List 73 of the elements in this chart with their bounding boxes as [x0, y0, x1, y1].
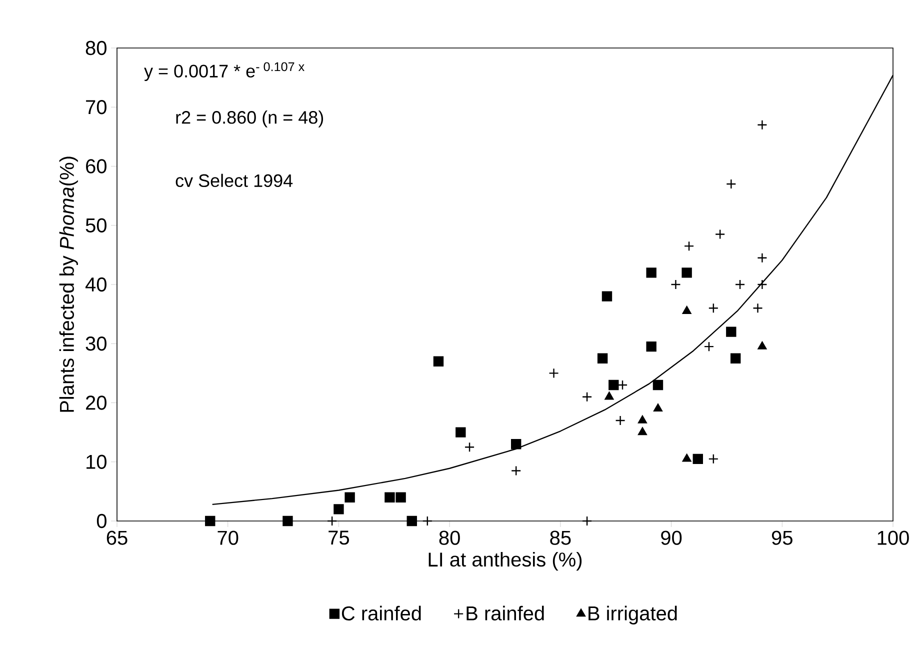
point	[384, 492, 395, 502]
x-tick-label: 70	[218, 530, 238, 545]
annotation: y = 0.0017 * e$^{- 0.107 x}$	[144, 62, 304, 82]
point	[704, 341, 714, 352]
point	[602, 291, 612, 302]
point	[205, 516, 216, 526]
point	[757, 252, 768, 263]
point	[758, 341, 767, 350]
point	[726, 326, 736, 337]
y-tick-label: 60	[86, 159, 106, 174]
point	[653, 404, 662, 412]
point	[608, 380, 619, 390]
point	[282, 516, 293, 526]
point	[670, 279, 681, 290]
legend-label: B irrigated	[588, 606, 677, 624]
point	[582, 392, 592, 402]
point	[615, 415, 626, 426]
x-tick-label: 75	[328, 530, 349, 545]
point	[344, 492, 355, 502]
point	[326, 516, 338, 526]
point	[433, 356, 444, 366]
x-tick-label: 100	[878, 530, 909, 545]
x-tick-label: 95	[772, 530, 792, 545]
point	[617, 380, 628, 390]
point	[582, 516, 592, 526]
point	[652, 380, 664, 390]
point	[510, 439, 522, 450]
y-tick-label: 80	[86, 40, 106, 56]
point	[714, 229, 726, 240]
point	[726, 178, 736, 190]
y-tick-label: 70	[86, 100, 106, 114]
point	[597, 353, 608, 364]
point	[646, 341, 656, 352]
point	[406, 516, 417, 526]
x-tick-label: 65	[106, 530, 128, 545]
point	[708, 303, 719, 314]
point	[638, 427, 647, 436]
y-tick-label: 10	[86, 454, 106, 469]
y-axis-title: Plants infected by Phoma(%)	[59, 156, 78, 412]
x-tick-label: 80	[439, 530, 460, 545]
point	[757, 279, 768, 290]
point	[692, 454, 703, 464]
annotation: cv Select 1994	[176, 174, 293, 188]
y-tick-label: 30	[86, 336, 106, 351]
point	[638, 415, 647, 424]
point	[730, 353, 741, 364]
point	[510, 466, 522, 476]
point	[682, 454, 692, 462]
point	[646, 268, 656, 278]
point	[464, 442, 475, 452]
point	[757, 120, 768, 130]
y-tick-label: 0	[96, 514, 106, 528]
x-tick-label: 85	[550, 530, 571, 545]
legend-label: B rainfed	[466, 606, 544, 620]
x-tick-label: 90	[661, 530, 682, 545]
point	[396, 492, 406, 502]
point	[752, 303, 763, 314]
annotation: r2 = 0.860 (n = 48)	[176, 110, 324, 128]
point	[604, 392, 614, 400]
y-tick-label: 40	[85, 277, 106, 292]
legend-label: C rainfed	[342, 606, 421, 620]
point	[334, 504, 344, 514]
y-tick-label: 20	[86, 396, 106, 410]
point	[734, 279, 746, 290]
point	[682, 268, 692, 278]
point	[684, 240, 694, 252]
point	[422, 516, 432, 526]
point	[708, 454, 719, 464]
point	[456, 427, 466, 438]
point	[682, 306, 692, 314]
y-tick-label: 50	[86, 218, 106, 232]
x-axis-title: LI at anthesis (%)	[428, 552, 582, 571]
point	[548, 368, 559, 378]
